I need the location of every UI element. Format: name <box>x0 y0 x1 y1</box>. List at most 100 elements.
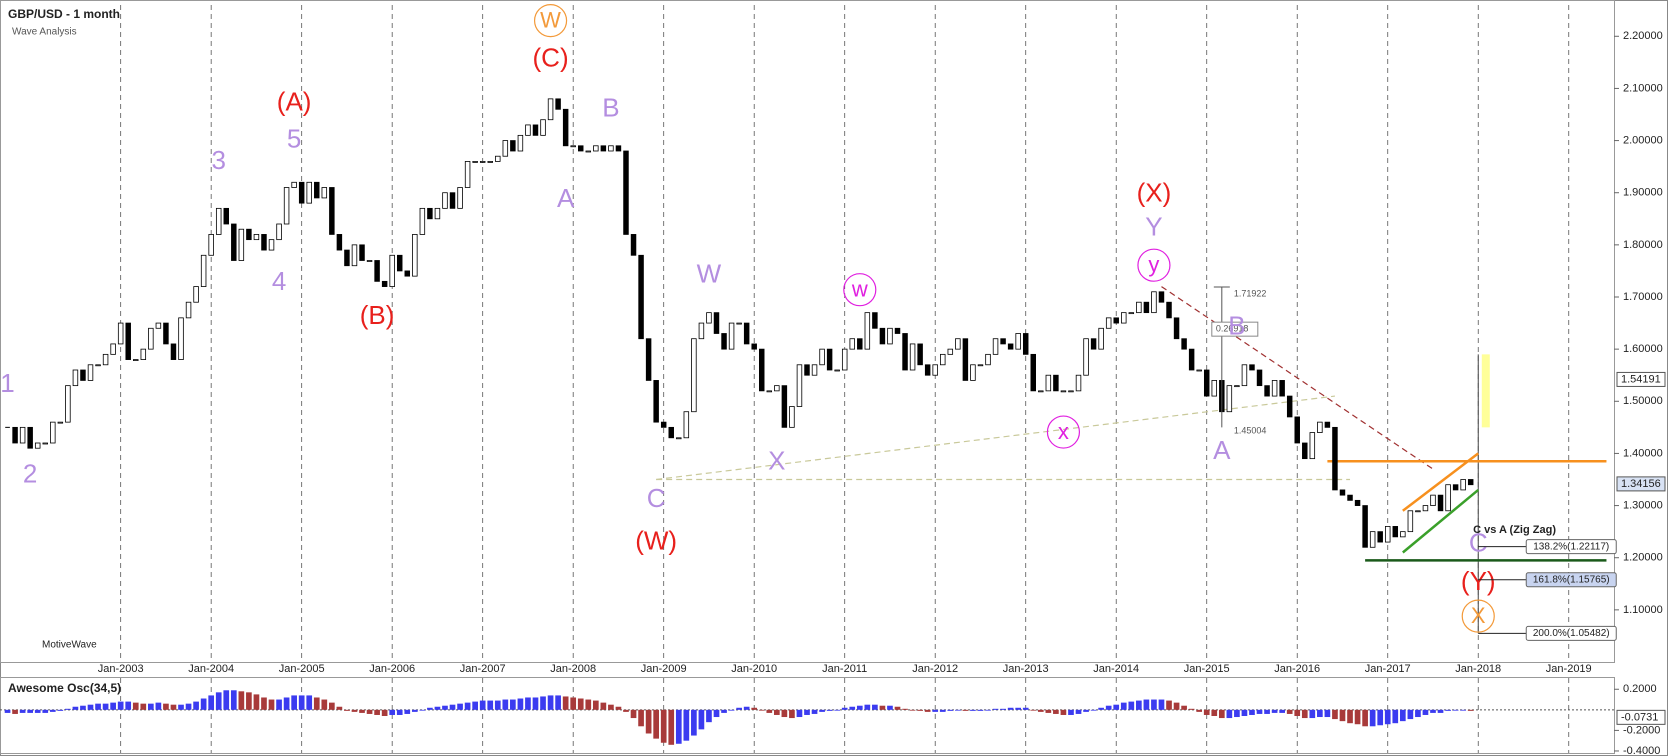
candle <box>1445 484 1451 512</box>
osc-bar <box>381 709 388 716</box>
wave-label: 1 <box>0 368 14 398</box>
osc-bar <box>977 709 984 711</box>
candle <box>660 421 667 428</box>
candle <box>178 317 184 360</box>
candle <box>208 234 214 256</box>
candle <box>1317 421 1323 433</box>
candle <box>1211 380 1218 397</box>
wave-label: X <box>1471 603 1486 628</box>
osc-bar <box>766 709 773 713</box>
candle <box>223 207 229 225</box>
candle <box>1234 385 1240 388</box>
candle <box>1339 489 1346 496</box>
wave-label: 2 <box>23 459 37 489</box>
candle <box>253 234 260 241</box>
candle <box>555 98 561 110</box>
annotation-ring <box>1046 415 1081 449</box>
candle <box>902 333 908 371</box>
candle <box>630 234 637 256</box>
candle <box>1347 494 1353 501</box>
osc-bar <box>1279 709 1285 713</box>
osc-bar <box>502 699 509 710</box>
candle <box>547 98 554 121</box>
candle <box>412 234 418 277</box>
osc-bar <box>819 709 825 712</box>
annotation-ring <box>533 4 568 38</box>
wave-label: y <box>1148 252 1159 277</box>
osc-bar <box>329 702 335 710</box>
candle <box>148 327 154 350</box>
osc-bar <box>510 699 516 710</box>
candle <box>834 369 840 372</box>
osc-bar <box>804 709 810 715</box>
wave-label: (X) <box>1137 178 1172 208</box>
candle <box>1007 343 1014 350</box>
osc-bar <box>359 709 365 713</box>
candle <box>1249 364 1255 371</box>
candle <box>1083 338 1089 376</box>
osc-bar <box>457 703 463 710</box>
osc-bar <box>939 709 946 712</box>
osc-bar <box>1264 709 1270 714</box>
candle <box>841 348 848 371</box>
candle <box>72 369 79 387</box>
candle <box>434 207 441 220</box>
price-marker-label: 1.54191 <box>1621 373 1661 385</box>
candle <box>427 207 433 220</box>
wave-label: W <box>697 258 722 288</box>
x-tick-label: Jan-2010 <box>731 663 777 675</box>
candle <box>449 192 456 209</box>
osc-bar <box>140 703 147 710</box>
candle <box>608 145 614 152</box>
candle <box>1467 479 1474 486</box>
candle <box>985 353 991 366</box>
candle <box>593 145 599 152</box>
osc-bar <box>525 697 531 710</box>
osc-bar <box>336 706 343 710</box>
y-tick-label: 2.20000 <box>1623 30 1663 42</box>
candle <box>1437 494 1444 512</box>
wave-label: Y <box>1145 212 1162 242</box>
osc-bar <box>955 709 961 711</box>
annotation-ring <box>1461 599 1495 633</box>
candle <box>1068 390 1074 393</box>
candle <box>268 239 275 251</box>
candle <box>140 348 147 360</box>
osc-bar <box>781 709 788 718</box>
candle <box>751 343 757 350</box>
candle <box>1362 505 1368 548</box>
wave-label: 3 <box>211 145 225 175</box>
x-tick-label: Jan-2014 <box>1093 663 1139 675</box>
x-tick-label: Jan-2015 <box>1184 663 1230 675</box>
candle <box>623 150 629 235</box>
x-tick-label: Jan-2004 <box>188 663 234 675</box>
osc-bar <box>1354 709 1361 725</box>
candle <box>1098 327 1104 350</box>
osc-bar <box>283 697 290 710</box>
candle <box>1030 353 1036 392</box>
osc-bar <box>924 709 931 712</box>
candle <box>1022 333 1029 355</box>
osc-bar <box>1053 709 1059 714</box>
candle <box>27 426 33 449</box>
candle <box>1241 364 1248 387</box>
osc-bar <box>238 691 245 710</box>
osc-bar <box>1090 709 1097 711</box>
trendline <box>1402 488 1480 554</box>
osc-bar <box>102 703 109 710</box>
y-tick-label: 2.10000 <box>1623 82 1663 94</box>
osc-bar <box>1007 707 1014 710</box>
candle <box>50 421 56 444</box>
osc-bar <box>675 709 682 744</box>
wave-label: W <box>540 7 561 32</box>
candle <box>381 280 388 287</box>
osc-bar <box>396 709 403 715</box>
osc-bar <box>917 709 923 711</box>
osc-bar <box>623 709 629 712</box>
candle <box>789 406 795 428</box>
osc-bar <box>291 695 297 710</box>
candle <box>1015 333 1021 350</box>
candle <box>110 343 116 355</box>
osc-bar <box>1460 709 1466 711</box>
osc-bar <box>1083 709 1089 712</box>
